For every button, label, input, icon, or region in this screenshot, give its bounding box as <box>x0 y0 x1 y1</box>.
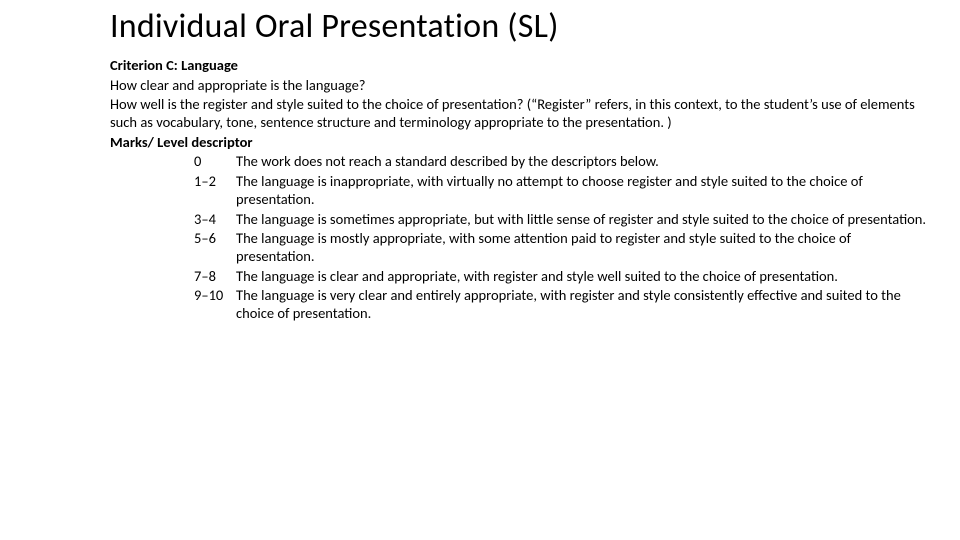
level-marks: 9–10 <box>194 287 234 305</box>
body-text: Criterion C: Language How clear and appr… <box>110 57 932 323</box>
marks-header: Marks/ Level descriptor <box>110 134 932 152</box>
level-row: 1–2 The language is inappropriate, with … <box>110 173 932 208</box>
level-marks: 7–8 <box>194 268 234 286</box>
level-desc: The language is very clear and entirely … <box>234 287 932 322</box>
level-row: 3–4 The language is sometimes appropriat… <box>110 211 932 229</box>
level-desc: The language is sometimes appropriate, b… <box>234 211 932 229</box>
level-marks: 0 <box>194 153 234 171</box>
level-marks: 5–6 <box>194 230 234 248</box>
criterion-label: Criterion C: Language <box>110 57 932 75</box>
question-1: How clear and appropriate is the languag… <box>110 77 932 95</box>
level-desc: The language is clear and appropriate, w… <box>234 268 932 286</box>
level-desc: The work does not reach a standard descr… <box>234 153 932 171</box>
question-2: How well is the register and style suite… <box>110 96 932 131</box>
level-desc: The language is inappropriate, with virt… <box>234 173 932 208</box>
level-row: 0 The work does not reach a standard des… <box>110 153 932 171</box>
level-marks: 3–4 <box>194 211 234 229</box>
level-marks: 1–2 <box>194 173 234 191</box>
page-title: Individual Oral Presentation (SL) <box>110 6 932 47</box>
level-desc: The language is mostly appropriate, with… <box>234 230 932 265</box>
slide: Individual Oral Presentation (SL) Criter… <box>0 0 960 540</box>
level-row: 7–8 The language is clear and appropriat… <box>110 268 932 286</box>
level-row: 9–10 The language is very clear and enti… <box>110 287 932 322</box>
level-row: 5–6 The language is mostly appropriate, … <box>110 230 932 265</box>
levels-list: 0 The work does not reach a standard des… <box>110 153 932 322</box>
